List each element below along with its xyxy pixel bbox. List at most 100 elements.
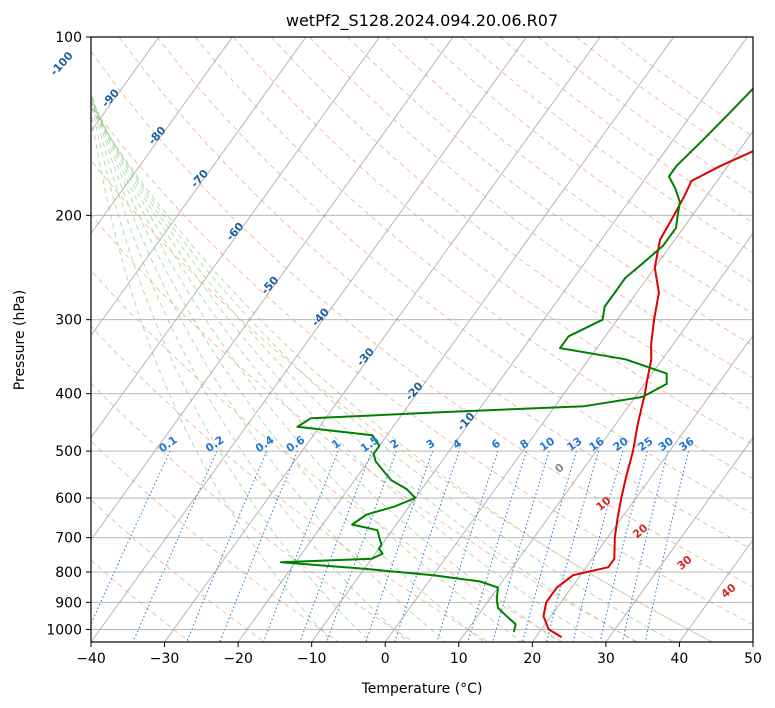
y-tick-label: 900 <box>55 595 82 611</box>
isotherm-label: -50 <box>258 273 281 297</box>
y-tick-label: 100 <box>55 30 82 46</box>
x-tick-label: 40 <box>671 651 689 667</box>
dry-adiabat <box>194 37 753 480</box>
isotherm-label: -100 <box>48 49 76 78</box>
y-tick-label: 300 <box>55 313 82 329</box>
isotherm-label: -60 <box>224 220 247 244</box>
dry-adiabat <box>347 37 753 347</box>
dewpoint-line <box>279 87 753 633</box>
dry-adiabat <box>423 37 753 284</box>
isotherm-line <box>91 37 307 337</box>
isotherm-line <box>237 37 675 642</box>
isotherm-line <box>91 37 233 235</box>
x-axis-label: Temperature (°C) <box>361 681 483 697</box>
dry-adiabat <box>91 269 564 642</box>
mixing-ratio-line <box>492 450 550 642</box>
x-tick-label: −30 <box>150 651 180 667</box>
dry-adiabat <box>91 499 266 642</box>
y-axis-label: Pressure (hPa) <box>12 290 28 390</box>
mixing-ratio-label: 3 <box>424 437 438 452</box>
isotherm-line <box>91 37 454 541</box>
isotherm-line <box>0 37 12 642</box>
x-tick-label: 50 <box>744 651 762 667</box>
moist-adiabat <box>91 91 447 642</box>
mixing-ratio-line <box>219 450 298 642</box>
dry-adiabat <box>156 37 753 515</box>
mixing-ratio-line <box>546 450 600 642</box>
dry-adiabat <box>91 50 753 588</box>
mixing-ratio-label: 1.5 <box>358 433 381 455</box>
isotherm-label: -70 <box>188 167 211 191</box>
x-tick-label: 30 <box>597 651 615 667</box>
dry-adiabat <box>309 37 753 379</box>
plot-frame <box>90 36 754 643</box>
mixing-ratio-line <box>91 450 171 625</box>
mixing-ratio-label: 4 <box>450 436 464 451</box>
moist-adiabat <box>91 104 676 642</box>
isotherm-line <box>531 334 753 642</box>
mixing-ratio-line <box>326 450 397 642</box>
moist-adiabat <box>91 93 523 642</box>
mixing-ratio-line <box>521 450 577 642</box>
isotherm-label: -10 <box>455 410 478 434</box>
x-tick-label: −40 <box>76 651 106 667</box>
dry-adiabat <box>91 440 340 642</box>
dry-adiabat <box>91 325 489 642</box>
mixing-ratio-line <box>622 450 669 642</box>
moist-adiabat <box>91 92 485 642</box>
y-tick-label: 1000 <box>46 622 82 638</box>
isotherm-line <box>91 37 527 642</box>
dry-adiabat <box>91 214 639 642</box>
x-tick-label: −20 <box>223 651 253 667</box>
isotherm-line <box>164 37 601 642</box>
y-tick-label: 600 <box>55 491 82 507</box>
y-tick-label: 700 <box>55 531 82 547</box>
moist-adiabat-label: 20 <box>630 521 650 541</box>
mixing-ratio-line <box>186 450 268 642</box>
mixing-ratio-label: 0.1 <box>156 433 179 455</box>
dry-adiabat <box>118 37 753 551</box>
dry-adiabat <box>461 37 753 254</box>
mixing-ratio-line <box>599 450 648 642</box>
moist-adiabat <box>91 101 638 642</box>
moist-adiabat-label: 10 <box>594 494 614 514</box>
mixing-ratio-line <box>467 450 527 642</box>
moist-adiabat-label: 30 <box>675 553 695 573</box>
isotherm-label: -90 <box>99 86 122 110</box>
isotherm-label: -40 <box>309 305 332 329</box>
mixing-ratio-line <box>132 450 218 642</box>
series-lines <box>279 87 753 638</box>
y-tick-label: 400 <box>55 387 82 403</box>
isotherm-label: -20 <box>403 379 426 403</box>
mixing-ratio-line <box>644 450 690 642</box>
y-tick-label: 200 <box>55 208 82 224</box>
isotherm-label: -80 <box>146 124 169 148</box>
x-tick-label: 20 <box>523 651 541 667</box>
isotherm-label: -30 <box>354 345 377 369</box>
temperature-line <box>542 150 753 638</box>
mixing-ratio-line <box>394 450 460 642</box>
x-axis: −40 −30 −20 −10 0 10 20 30 40 50 <box>76 642 762 667</box>
mixing-ratio-line <box>436 450 499 642</box>
dry-adiabat <box>385 37 753 315</box>
isotherm-line <box>679 539 753 642</box>
moist-adiabat <box>91 93 409 642</box>
isotherm-line <box>384 130 753 642</box>
x-tick-label: 10 <box>450 651 468 667</box>
moist-adiabat-label: 0 <box>552 461 566 476</box>
isotherm-line <box>91 37 380 439</box>
dry-adiabat <box>91 159 713 642</box>
isotherm-line <box>605 436 753 642</box>
dry-adiabat <box>91 382 415 642</box>
moist-adiabat <box>91 97 371 642</box>
mixing-ratio-label: 6 <box>489 436 503 451</box>
mixing-ratio-label: 0.6 <box>284 433 308 455</box>
mixing-ratio-line <box>365 450 434 642</box>
mixing-ratio-line <box>299 450 373 642</box>
x-tick-label: −10 <box>297 651 327 667</box>
y-axis: 100 200 300 400 500 600 700 800 900 1000 <box>46 30 91 638</box>
isotherm-line <box>458 232 753 642</box>
grid-lines <box>0 37 753 642</box>
moist-adiabat <box>91 98 599 642</box>
